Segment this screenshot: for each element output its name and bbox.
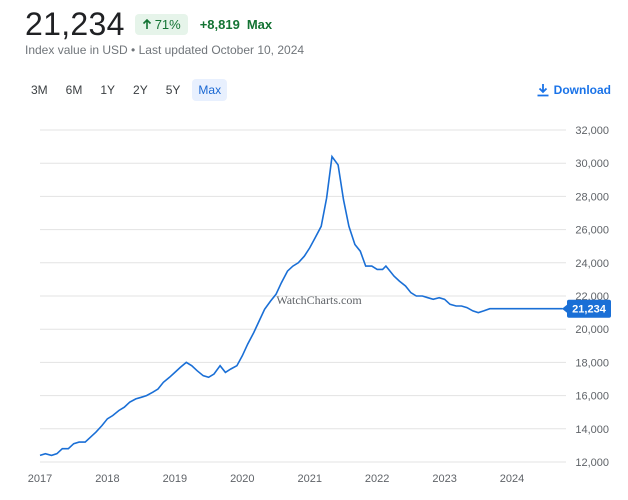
percent-change-value: 71% bbox=[154, 17, 181, 32]
y-tick-label: 24,000 bbox=[575, 258, 609, 270]
x-tick-label: 2017 bbox=[28, 473, 52, 485]
absolute-change: +8,819 bbox=[199, 17, 240, 32]
period-label: Max bbox=[246, 17, 273, 32]
range-2y-button[interactable]: 2Y bbox=[133, 83, 148, 97]
x-tick-label: 2019 bbox=[163, 473, 187, 485]
arrow-up-icon bbox=[142, 19, 151, 29]
y-tick-label: 32,000 bbox=[575, 125, 609, 137]
y-axis-ticks: 12,00014,00016,00018,00020,00022,00024,0… bbox=[575, 125, 609, 469]
x-tick-label: 2022 bbox=[365, 473, 389, 485]
grid-lines bbox=[40, 129, 566, 463]
x-tick-label: 2023 bbox=[432, 473, 456, 485]
series-line-index bbox=[39, 154, 563, 457]
watermark: WatchCharts.com bbox=[276, 293, 362, 307]
y-tick-label: 28,000 bbox=[575, 191, 609, 203]
y-tick-label: 30,000 bbox=[575, 158, 609, 170]
range-1y-button[interactable]: 1Y bbox=[100, 83, 116, 97]
y-tick-label: 20,000 bbox=[575, 324, 609, 336]
download-button[interactable]: Download bbox=[536, 83, 611, 97]
range-selector: 3M 6M 1Y 2Y 5Y Max bbox=[25, 79, 233, 101]
x-axis-ticks: 2017 2018 2019 2020 2021 2022 2023 2024 bbox=[28, 473, 525, 485]
y-tick-label: 16,000 bbox=[575, 391, 609, 403]
range-max-button[interactable]: Max bbox=[192, 79, 228, 101]
download-label: Download bbox=[553, 83, 611, 97]
y-tick-label: 18,000 bbox=[575, 357, 609, 369]
download-icon bbox=[537, 84, 549, 97]
last-value-marker: 21,234 bbox=[562, 299, 611, 318]
range-6m-button[interactable]: 6M bbox=[65, 83, 83, 97]
last-value-badge bbox=[567, 299, 611, 318]
last-value-label: 21,234 bbox=[572, 304, 607, 316]
range-5y-button[interactable]: 5Y bbox=[165, 83, 181, 97]
header: 21,234 71% +8,819 Max bbox=[25, 6, 272, 43]
y-tick-label: 12,000 bbox=[575, 457, 609, 469]
y-tick-label: 26,000 bbox=[575, 225, 609, 237]
x-tick-label: 2024 bbox=[500, 473, 524, 485]
x-tick-label: 2018 bbox=[95, 473, 119, 485]
subtitle: Index value in USD • Last updated Octobe… bbox=[25, 43, 305, 57]
range-3m-button[interactable]: 3M bbox=[31, 83, 48, 97]
percent-change-badge: 71% bbox=[134, 14, 188, 35]
x-tick-label: 2021 bbox=[298, 473, 322, 485]
index-value: 21,234 bbox=[25, 6, 125, 42]
y-tick-label: 14,000 bbox=[575, 424, 609, 436]
x-tick-label: 2020 bbox=[230, 473, 254, 485]
last-value-pointer bbox=[562, 304, 567, 313]
